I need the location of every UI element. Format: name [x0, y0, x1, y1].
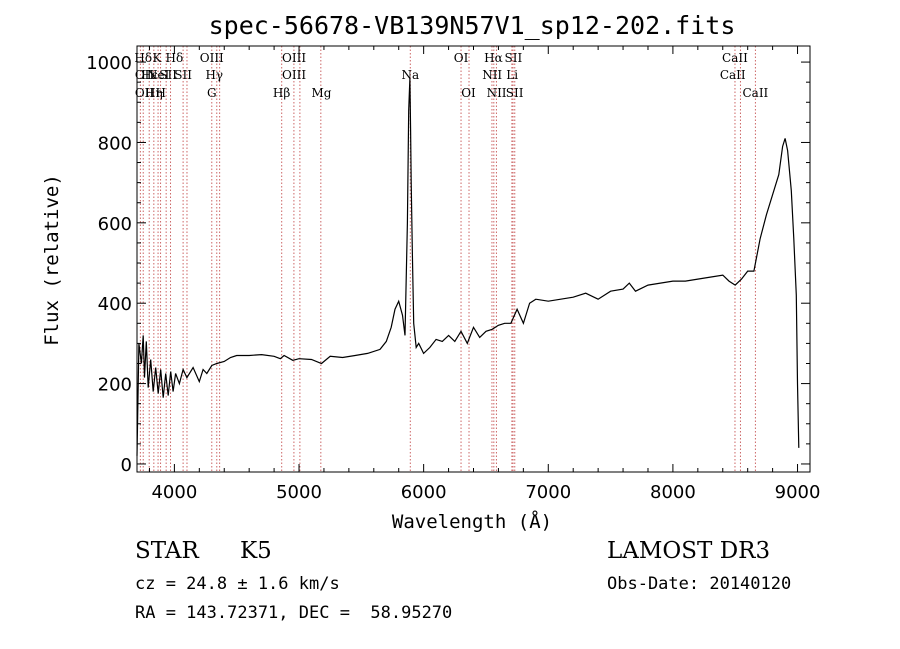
spectral-line-label: CaII: [742, 86, 768, 100]
spectral-line-label: OIII: [200, 51, 224, 65]
x-tick-label: 6000: [401, 482, 447, 503]
x-tick-label: 9000: [775, 482, 821, 503]
survey-name: LAMOST DR3: [607, 538, 771, 564]
spectral-line-label: Hα: [484, 51, 503, 65]
spectral-line-label: Li: [506, 68, 518, 82]
spectral-line-label: OI: [454, 51, 469, 65]
spectral-line-label: SII: [505, 51, 523, 65]
spectral-line-label: K: [152, 51, 162, 65]
spectral-line-label: Hδ: [134, 51, 152, 65]
spectral-line-label: Hβ: [273, 86, 290, 100]
x-tick-label: 7000: [525, 482, 571, 503]
y-tick-label: 600: [98, 214, 132, 235]
spectral-line-label: NeI: [147, 68, 170, 82]
chart-title: spec-56678-VB139N57V1_sp12-202.fits: [209, 11, 736, 40]
spectral-line-label: CaII: [722, 51, 748, 65]
obs-date: Obs-Date: 20140120: [607, 574, 792, 594]
y-tick-label: 1000: [86, 53, 132, 74]
spectral-line-label: H: [155, 86, 165, 100]
spectral-line-label: CaII: [720, 68, 746, 82]
x-tick-label: 5000: [276, 482, 322, 503]
y-tick-label: 200: [98, 375, 132, 396]
spectral-line-label: Mg: [311, 86, 331, 100]
x-tick-label: 8000: [650, 482, 696, 503]
x-tick-label: 4000: [151, 482, 197, 503]
spectral-line-label: SII: [506, 86, 524, 100]
spectral-line-label: NII: [482, 68, 502, 82]
spectrum-line: [136, 78, 800, 456]
spectral-line-label: OIII: [282, 68, 306, 82]
spectral-line-label: Hγ: [205, 68, 223, 82]
spectral-line-label: OII: [135, 68, 155, 82]
y-tick-label: 0: [121, 455, 132, 476]
redshift-text: cz = 24.8 ± 1.6 km/s: [135, 574, 340, 594]
spectral-line-label: SII: [174, 68, 192, 82]
y-tick-label: 400: [98, 294, 132, 315]
x-axis-label: Wavelength (Å): [392, 510, 552, 533]
spectral-line-label: Hδ: [166, 51, 184, 65]
y-axis-label: Flux (relative): [41, 174, 63, 346]
spectral-line-label: OI: [461, 86, 476, 100]
y-tick-label: 800: [98, 133, 132, 154]
spectral-line-label: SII: [159, 68, 177, 82]
subclass: K5: [240, 538, 272, 564]
spectral-line-label: OII: [135, 86, 155, 100]
spectral-line-label: NII: [487, 86, 507, 100]
spectral-line-label: Hε: [141, 68, 158, 82]
spectral-line-label: G: [207, 86, 217, 100]
coordinates-text: RA = 143.72371, DEC = 58.95270: [135, 603, 453, 623]
spectral-line-label: OIII: [282, 51, 306, 65]
spectral-line-label: Na: [401, 68, 419, 82]
spectral-line-label: Hη: [145, 86, 163, 100]
plot-frame: [136, 45, 811, 473]
object-class: STAR: [135, 538, 199, 564]
